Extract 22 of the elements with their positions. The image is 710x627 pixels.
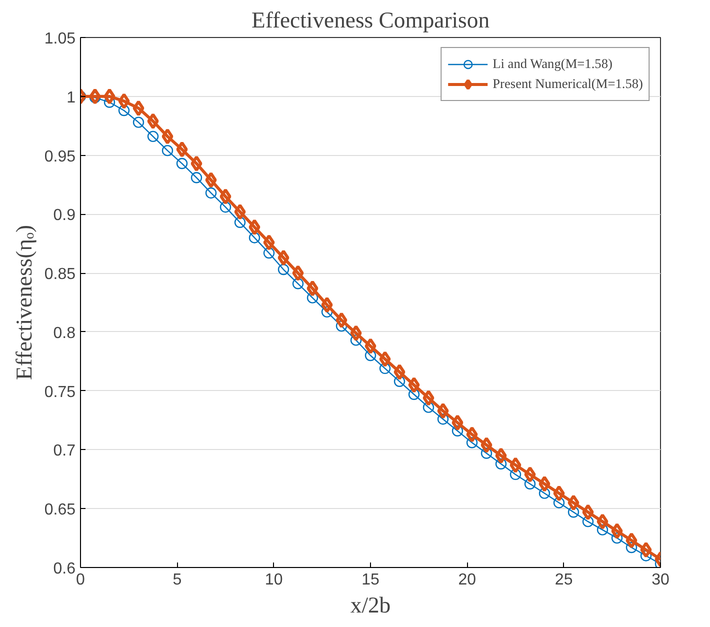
y-tick-label: 0.85: [44, 266, 76, 284]
x-tick-label: 30: [652, 572, 670, 588]
y-tick-label: 1.05: [44, 30, 76, 48]
y-tick-label: 0.75: [44, 384, 76, 401]
y-tick-label: 0.95: [44, 148, 76, 166]
x-axis-title: x/2b: [350, 592, 391, 618]
y-tick-label: 0.8: [53, 324, 76, 342]
chart-title: Effectiveness Comparison: [251, 8, 490, 32]
y-tick-label: 1: [66, 89, 76, 106]
legend-label: Present Numerical(M=1.58): [492, 76, 643, 92]
y-tick-label: 0.7: [53, 442, 76, 460]
y-tick-label: 0.6: [53, 560, 76, 578]
x-tick-label: 20: [458, 572, 476, 588]
x-tick-label: 5: [172, 572, 182, 588]
y-axis-title: Effectiveness(ηₒ): [11, 224, 36, 380]
x-tick-label: 10: [264, 572, 283, 588]
legend-label: Li and Wang(M=1.58): [492, 56, 612, 72]
x-tick-label: 25: [554, 572, 573, 588]
y-tick-label: 0.9: [53, 207, 76, 224]
x-tick-label: 15: [362, 572, 380, 588]
x-tick-label: 0: [76, 572, 86, 588]
y-tick-label: 0.65: [44, 502, 76, 519]
